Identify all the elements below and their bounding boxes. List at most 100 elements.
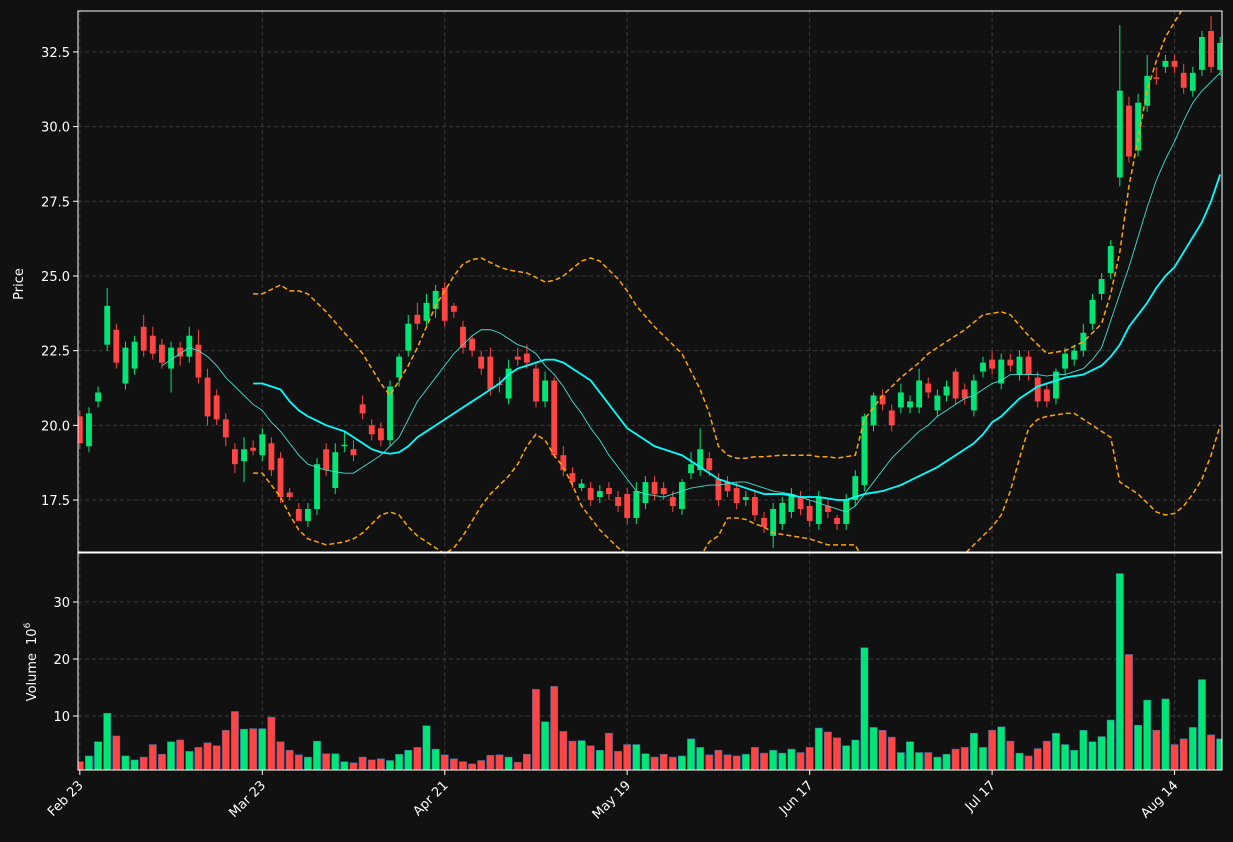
volume-bar <box>842 745 851 770</box>
volume-bar <box>723 754 732 770</box>
candle-body <box>487 356 494 390</box>
y-axis-label: Volume 106 <box>23 622 40 701</box>
volume-bar <box>331 753 340 770</box>
volume-bar <box>696 747 705 770</box>
volume-bar <box>1152 730 1161 770</box>
volume-bar <box>148 744 157 770</box>
candle-body <box>387 386 393 441</box>
volume-bar <box>586 745 595 770</box>
volume-bar <box>504 756 513 770</box>
y-tick-label: 25.0 <box>41 270 70 285</box>
candle-body <box>368 425 375 435</box>
volume-bar <box>714 749 723 770</box>
volume-bar <box>1143 699 1152 770</box>
candle-body <box>651 482 658 495</box>
candle-body <box>724 482 731 492</box>
volume-bar <box>988 730 997 770</box>
candle-body <box>952 371 959 399</box>
candle-body <box>587 488 594 501</box>
candle-body <box>213 395 220 420</box>
volume-bar <box>751 747 759 770</box>
volume-bar <box>614 751 622 770</box>
candle-body <box>1025 356 1032 375</box>
volume-bar <box>760 752 768 770</box>
volume-bar <box>933 756 942 770</box>
candle-body <box>277 458 284 498</box>
candle-body <box>377 428 384 441</box>
volume-bar <box>641 753 650 770</box>
indicator-line <box>253 174 1222 501</box>
volume-bar <box>559 731 568 770</box>
candle-body <box>925 383 932 393</box>
candle-body <box>450 305 457 312</box>
volume-bar <box>741 753 750 770</box>
volume-bar <box>632 744 641 770</box>
candle-body <box>697 449 704 471</box>
candle-body <box>341 444 348 447</box>
candle-body <box>314 464 320 509</box>
candle-body <box>806 505 813 521</box>
candle-body <box>259 434 266 456</box>
volume-bar <box>112 735 121 770</box>
candle-body <box>1107 246 1114 273</box>
candle-body <box>478 356 485 369</box>
volume-bar <box>659 753 668 770</box>
volume-bar <box>668 756 677 770</box>
candle-body <box>423 302 430 321</box>
candle-body <box>1043 389 1050 402</box>
volume-bar <box>522 753 531 770</box>
candle-body <box>95 392 101 402</box>
volume-bar <box>121 755 130 770</box>
volume-bar <box>1006 740 1015 770</box>
indicator-line <box>161 72 1221 513</box>
volume-bar <box>1207 734 1215 770</box>
candle-body <box>177 347 184 357</box>
volume-bar <box>294 754 303 770</box>
y-tick-label: 27.5 <box>41 195 70 210</box>
candle-body <box>78 416 83 444</box>
volume-bar <box>1061 744 1069 770</box>
volume-bar <box>303 756 312 770</box>
candle-body <box>679 482 685 509</box>
volume-bar <box>1179 738 1188 770</box>
candle-body <box>332 452 339 489</box>
volume-bar <box>833 737 841 770</box>
candle-body <box>222 419 229 438</box>
volume-bar <box>167 741 175 770</box>
y-tick-label: 17.5 <box>41 494 70 509</box>
volume-bar <box>322 753 331 770</box>
candle-body <box>642 482 649 504</box>
candle-body <box>168 347 174 369</box>
volume-bar <box>422 725 431 770</box>
y-tick-label: 32.5 <box>41 46 70 61</box>
candle-body <box>1089 299 1096 324</box>
volume-bar <box>851 739 860 770</box>
candle-body <box>688 464 694 474</box>
volume-bar <box>1097 736 1106 770</box>
candle-body <box>733 488 740 504</box>
volume-bar <box>951 748 960 770</box>
volume-bar <box>477 760 486 770</box>
volume-bar <box>468 763 477 770</box>
candle-body <box>916 380 923 408</box>
candle-body <box>1135 102 1141 151</box>
y-tick-label: 20 <box>53 653 70 668</box>
volume-bar <box>240 728 248 770</box>
y-tick-label: 22.5 <box>41 345 70 360</box>
candle-body <box>1116 90 1123 178</box>
volume-bar <box>130 759 139 770</box>
volume-bar <box>915 752 924 770</box>
candle-body <box>1053 371 1059 399</box>
candle-body <box>542 380 549 402</box>
volume-bar <box>906 741 914 770</box>
volume-bar <box>386 760 394 770</box>
candle-body <box>195 344 202 378</box>
volume-bar <box>1070 749 1079 770</box>
candle-body <box>980 362 986 372</box>
candle-body <box>934 395 941 411</box>
volume-frame <box>77 552 1223 771</box>
volume-bar <box>1015 752 1024 770</box>
volume-bar <box>568 740 577 770</box>
candle-body <box>888 410 895 426</box>
volume-bar <box>340 761 349 770</box>
